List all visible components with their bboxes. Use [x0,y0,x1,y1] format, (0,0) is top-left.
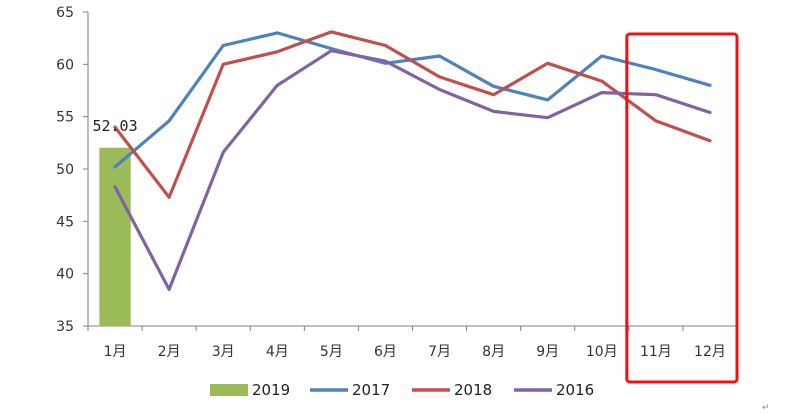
y-tick-label: 35 [56,319,74,335]
legend-label: 2018 [454,381,492,399]
legend-item-2017: 2017 [310,381,390,399]
x-tick-label: 3月 [212,344,235,360]
x-tick-label: 2月 [158,344,181,360]
y-tick-label: 50 [56,162,74,178]
y-tick-label: 55 [56,110,74,126]
data-labels: 52.03 [92,117,137,135]
y-axis: 35 40 45 50 55 60 65 [56,5,89,335]
x-tick-label: 6月 [374,344,397,360]
x-tick-label: 4月 [266,344,289,360]
x-tick-label: 7月 [428,344,451,360]
y-tick-label: 65 [56,5,74,21]
highlight-rect [625,32,739,384]
corner-mark: ↵ [762,403,770,413]
highlight-box [625,32,739,384]
legend-label: 2016 [556,381,594,399]
legend-label: 2017 [352,381,390,399]
line-2017 [113,31,712,169]
legend-item-2018: 2018 [412,381,492,399]
x-tick-label: 10月 [586,344,618,360]
bar-data-label: 52.03 [92,117,137,135]
x-axis: 1月 2月 3月 4月 5月 6月 7月 8月 9月 10月 11月 12月 [87,325,738,360]
x-tick-label: 12月 [694,344,726,360]
legend-label: 2019 [252,381,290,399]
y-tick-label: 45 [56,214,74,230]
legend: 2019 2017 2018 2016 [210,381,594,399]
y-tick-label: 60 [56,57,74,73]
line-series [113,30,712,291]
line-2016 [113,49,712,291]
bar-series-2019 [99,147,131,326]
y-tick-label: 40 [56,267,74,283]
x-tick-label: 1月 [104,344,127,360]
x-tick-label: 11月 [640,344,672,360]
line-2018 [113,30,712,199]
x-tick-label: 5月 [320,344,343,360]
x-tick-label: 8月 [482,344,505,360]
legend-item-2016: 2016 [514,381,594,399]
legend-item-2019: 2019 [210,381,290,399]
legend-swatch-bar [210,384,248,396]
bar-2019 [99,147,131,326]
x-tick-label: 9月 [536,344,559,360]
